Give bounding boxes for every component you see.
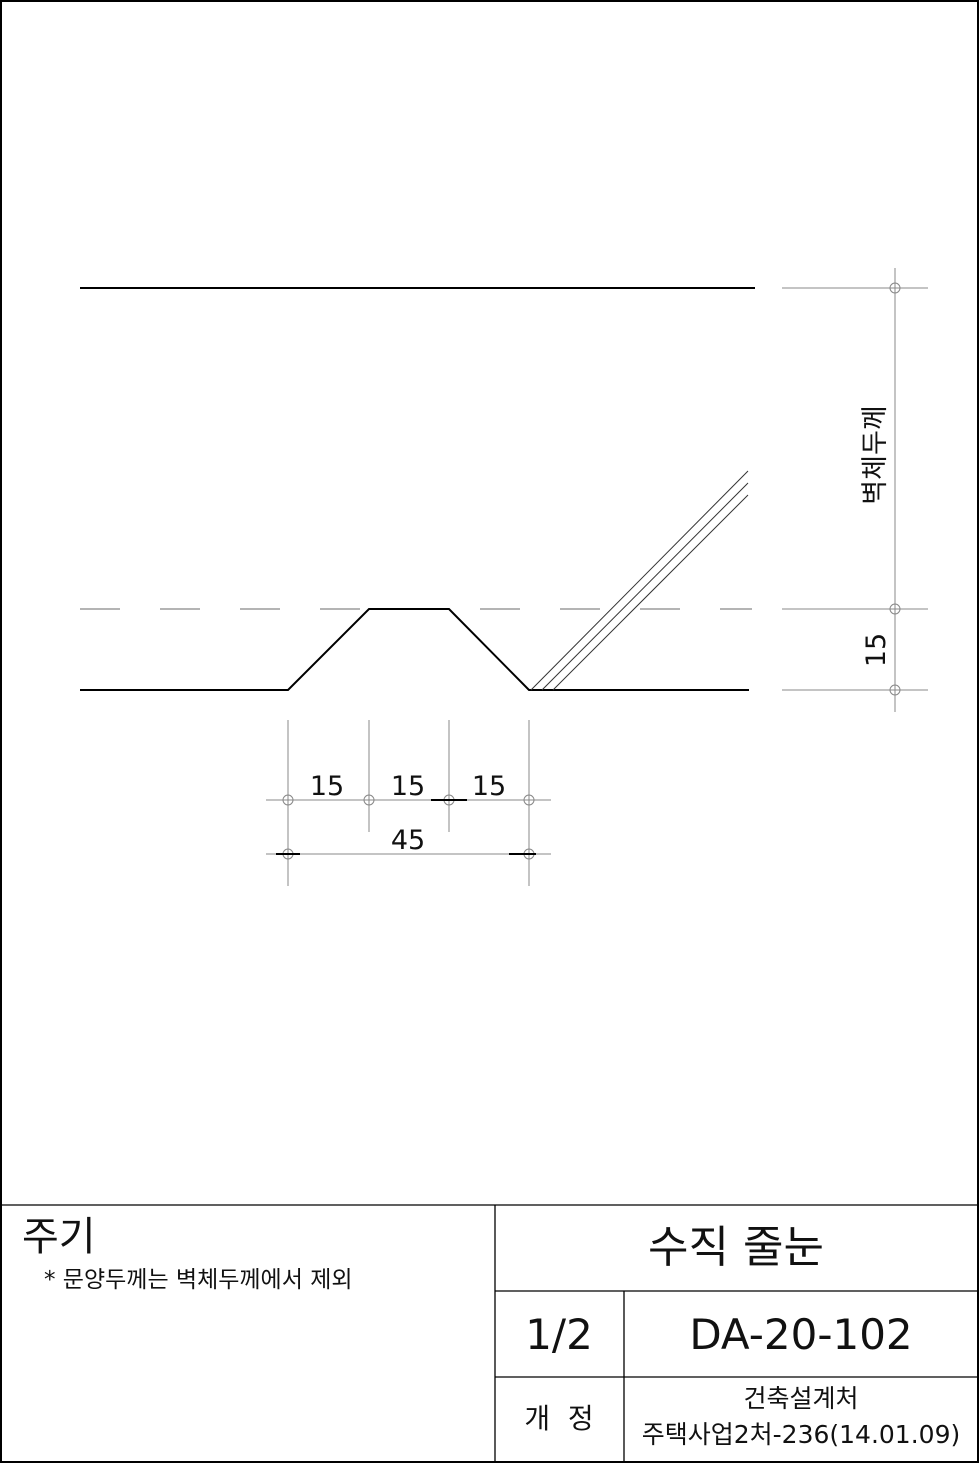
horizontal-dimensions — [266, 720, 551, 886]
segment-1-label: 15 — [310, 771, 344, 802]
revision-reference: 주택사업2처-236(14.01.09) — [642, 1420, 960, 1449]
section-break-lines — [530, 470, 749, 691]
title-block-grid — [1, 1204, 978, 1462]
segment-2-label: 15 — [391, 771, 425, 802]
revision-label: 개 정 — [524, 1402, 593, 1435]
notes-title: 주기 — [22, 1214, 96, 1260]
wall-thickness-label: 벽체두께 — [860, 405, 891, 504]
total-width-label: 45 — [391, 825, 425, 856]
groove-depth-label: 15 — [861, 633, 892, 667]
sheet-number: 1/2 — [525, 1310, 593, 1359]
issuer-name: 건축설계처 — [743, 1384, 858, 1413]
groove-outline — [80, 608, 749, 691]
drawing-number: DA-20-102 — [689, 1310, 912, 1359]
joint-profile — [80, 287, 755, 691]
notes-text: * 문양두께는 벽체두께에서 제외 — [44, 1267, 353, 1293]
vertical-dimensions — [782, 268, 928, 712]
segment-3-label: 15 — [472, 771, 506, 802]
drawing-title: 수직 줄눈 — [648, 1222, 824, 1273]
dimension-tick-marks — [276, 799, 536, 855]
